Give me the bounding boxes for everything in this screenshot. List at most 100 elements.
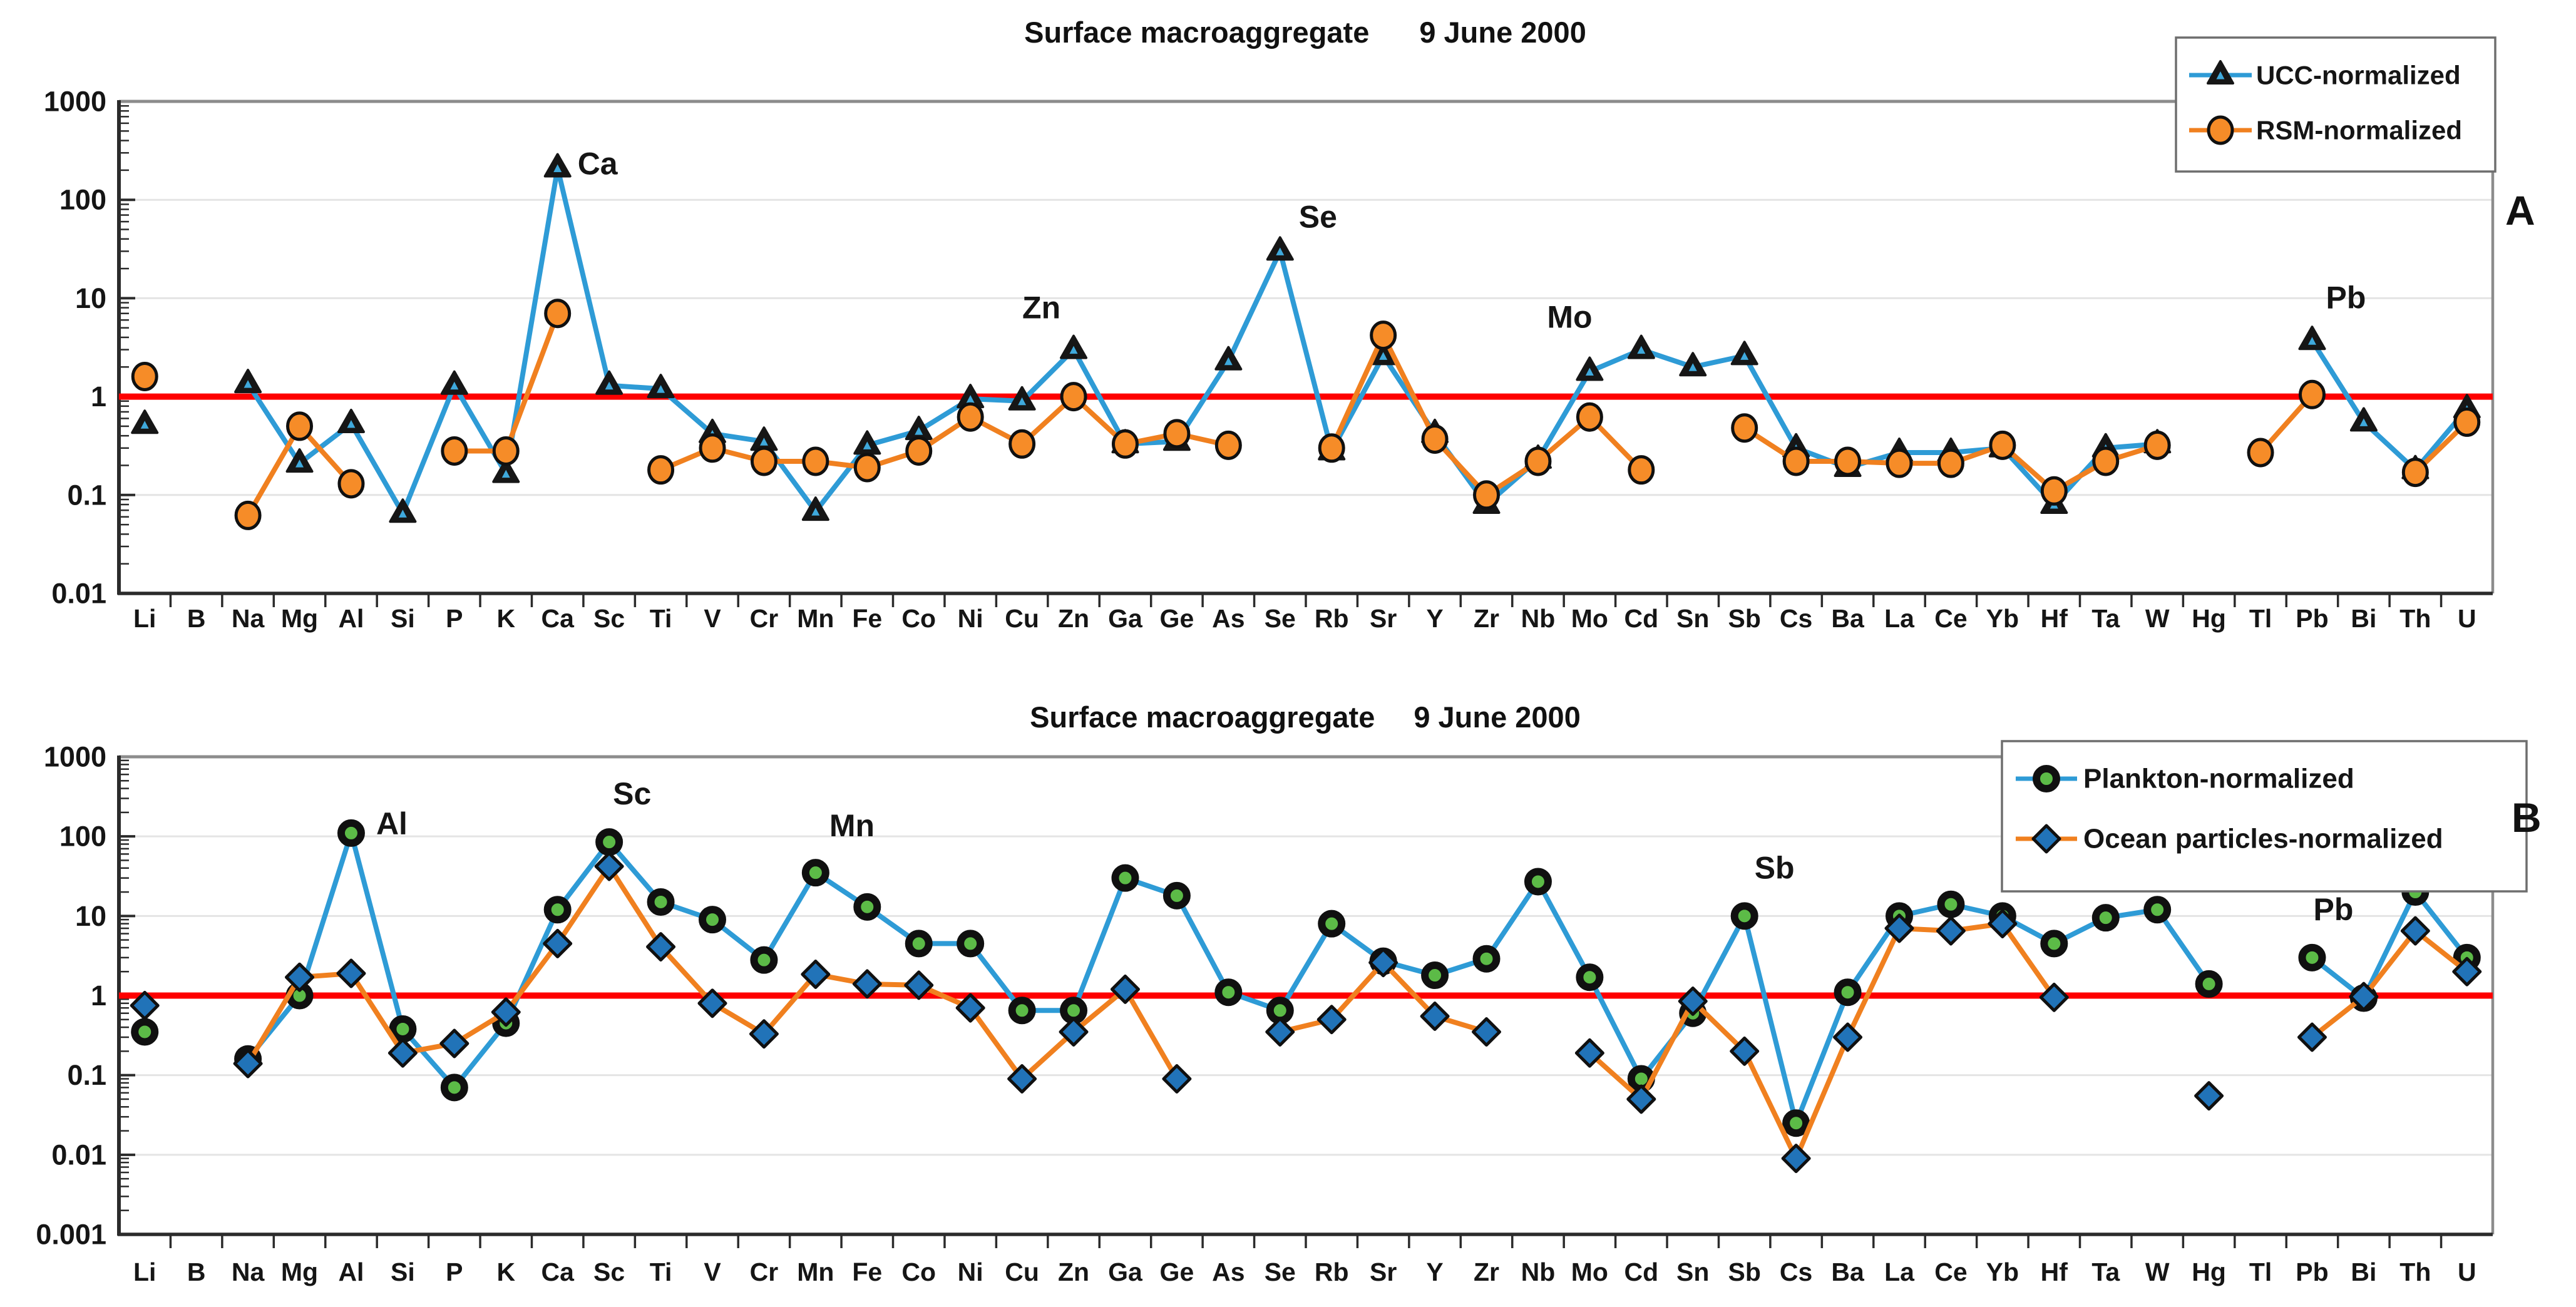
data-point-Ce [1937,890,1965,918]
circle-shape [802,446,829,476]
data-point-As [1214,430,1242,460]
circle-shape [1008,429,1036,459]
x-category-label-W: W [2145,604,2170,633]
y-tick-label: 1000 [44,741,106,773]
diamond-shape [852,969,882,999]
x-category-label-Bi: Bi [2351,604,2376,633]
data-point-P [440,370,468,395]
series-segment [1071,987,1128,1035]
diamond-shape [697,988,727,1018]
diamond-shape [1162,1064,1192,1094]
circle-shape [1886,448,1913,478]
data-point-U [2452,956,2482,987]
x-category-label-La: La [1884,604,1915,633]
y-tick-label: 100 [59,821,106,853]
x-category-label-Y: Y [1426,1258,1443,1286]
x-category-label-B: B [187,1258,206,1286]
x-category-label-Th: Th [2399,604,2431,633]
series-segment [1742,913,1799,1126]
circle-shape [1473,480,1501,510]
x-category-label-Cr: Cr [750,604,779,633]
data-point-Ta [2092,446,2120,476]
data-point-Co [905,436,933,466]
circle-shape [234,500,262,530]
y-tick-label: 10 [75,282,106,314]
x-category-label-Ta: Ta [2091,604,2120,633]
data-point-As [1214,978,1243,1007]
x-category-label-Rb: Rb [1315,604,1349,633]
green-circle-shape [131,1018,159,1046]
x-category-label-U: U [2458,1258,2476,1286]
circle-shape [1937,448,1964,478]
annotation-Pb: Pb [2326,280,2366,315]
series-segment [2309,994,2366,1040]
circle-shape [544,299,572,329]
triangle-dot [605,381,613,390]
series-segment [1277,921,1335,1013]
y-tick-label: 0.001 [36,1219,106,1251]
data-point-Mn [801,960,831,990]
data-point-Al [337,819,365,847]
annotation-Mn: Mn [829,808,875,843]
diamond-shape [387,1038,418,1068]
annotation-Al: Al [376,806,408,841]
data-point-Na [234,369,262,394]
x-category-label-Ti: Ti [650,1258,672,1286]
data-point-Cs [1782,446,1810,476]
x-category-label-Ca: Ca [541,1258,575,1286]
circle-shape [1163,419,1191,449]
data-point-Mo [1576,402,1603,432]
data-point-Cr [749,1019,779,1049]
x-category-label-Cr: Cr [750,1258,779,1286]
panel-a-letter: A [2505,187,2535,233]
data-point-Ti [647,374,675,399]
data-point-Ni [955,993,985,1023]
circle-shape [1576,402,1603,432]
circle-shape [2207,115,2234,145]
circle-shape [1834,446,1862,476]
circle-shape [1214,430,1242,460]
green-circle-shape [2040,930,2068,958]
legend-box [2001,740,2528,893]
triangle-dot [915,427,923,435]
triangle-dot [1585,367,1594,376]
y-tick-label: 10 [75,900,106,932]
data-point-Sb [1730,902,1758,930]
data-point-Cs [1782,1109,1810,1137]
diamond-shape [1007,1064,1037,1094]
circle-shape [1370,320,1397,351]
triangle-dot [2216,71,2225,79]
series-segment [1742,1048,1799,1161]
green-circle-shape [1214,978,1243,1007]
data-point-Ge [1162,881,1191,910]
annotation-Se: Se [1299,199,1337,234]
x-category-label-Sn: Sn [1676,604,1709,633]
triangle-dot [347,419,356,428]
circle-shape [2040,476,2068,506]
diamond-shape [2039,982,2069,1012]
series-segment [348,971,406,1056]
series-segment [607,864,664,950]
data-point-Li [131,362,158,392]
data-point-P [439,1028,470,1058]
data-point-Sc [594,851,624,881]
data-point-Mn [802,446,829,476]
x-category-label-Pb: Pb [2296,1258,2328,1286]
x-category-label-Sc: Sc [593,1258,625,1286]
panel-b-date: 9 June 2000 [1414,700,1581,734]
panel-b-title: Surface macroaggregate 9 June 2000 [119,700,2491,734]
data-point-Pb [2298,325,2326,351]
data-point-Sr [1368,948,1398,978]
data-point-Ba [1834,446,1862,476]
data-point-Hg [2195,970,2223,998]
circle-shape [957,402,984,432]
series-segment [2155,907,2212,987]
triangle-dot [811,508,820,516]
data-point-Sb [1730,1036,1760,1066]
triangle-dot [1688,363,1697,371]
x-category-label-V: V [704,604,721,633]
green-circle-shape [337,819,365,847]
data-point-Si [389,498,417,523]
data-point-Ba [1833,1022,1863,1052]
circle-shape [2143,430,2171,460]
